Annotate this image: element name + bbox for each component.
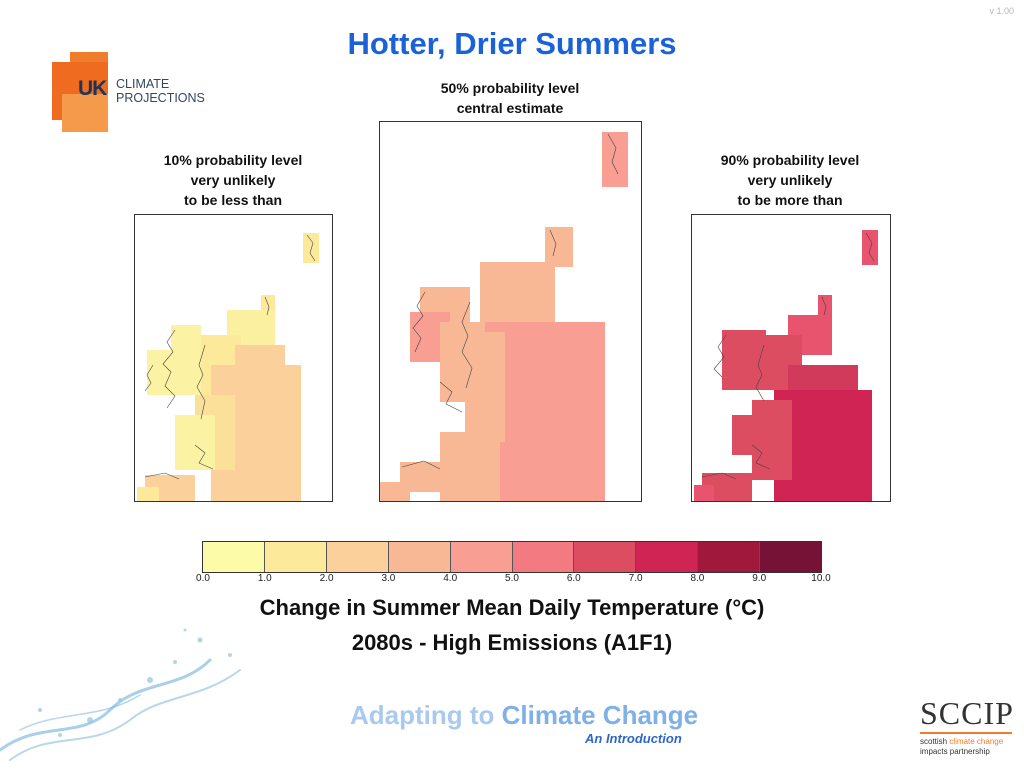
map-caption-line: to be less than [183, 192, 283, 208]
colorbar-tick-label: 4.0 [443, 573, 458, 584]
chart-subtitle-line2: 2080s - High Emissions (A1F1) [351, 630, 673, 655]
version-label: v 1.00 [989, 6, 1014, 16]
colorbar-tick-label: 2.0 [319, 573, 334, 584]
map-caption-90: 90% probability level very unlikely to b… [690, 150, 890, 210]
colorbar-segment [449, 542, 512, 572]
colorbar-tick-label: 8.0 [690, 573, 705, 584]
slide-title: Hotter, Drier Summers [347, 26, 677, 61]
an-introduction-text: An Introduction [585, 731, 682, 746]
map-caption-line: to be more than [737, 192, 843, 208]
colorbar-segment [759, 542, 822, 572]
map-caption-line: 90% probability level [720, 152, 860, 168]
chart-subtitle-line1: Change in Summer Mean Daily Temperature … [259, 595, 765, 620]
sccip-logo: SCCIP scottish climate change impacts pa… [920, 695, 1014, 757]
logo-line1: CLIMATE [116, 77, 170, 91]
map-50-percent [379, 121, 642, 502]
map-caption-10: 10% probability level very unlikely to b… [133, 150, 333, 210]
map-caption-line: very unlikely [747, 172, 833, 188]
sccip-scottish: scottish [920, 737, 948, 746]
colorbar-tick-label: 3.0 [381, 573, 396, 584]
colorbar-segment [203, 542, 264, 572]
sccip-climate-change: climate change [949, 737, 1004, 746]
map-90-percent [691, 214, 891, 502]
adapting-text: Adapting to [350, 700, 495, 730]
colorbar-segment [635, 542, 698, 572]
colorbar-segment [697, 542, 760, 572]
colorbar-tick-label: 6.0 [566, 573, 581, 584]
colorbar-tick-label: 10.0 [811, 573, 831, 584]
sccip-line2: impacts partnership [920, 747, 990, 756]
map-caption-line: 10% probability level [163, 152, 303, 168]
colorbar [202, 541, 822, 573]
map-caption-50: 50% probability level central estimate [380, 78, 640, 118]
climate-change-text: Climate Change [501, 700, 699, 730]
sccip-text: SCCIP [920, 695, 1014, 731]
map-caption-line: 50% probability level [440, 80, 580, 96]
map-10-percent [134, 214, 333, 502]
water-splash-icon [0, 600, 270, 768]
uk-climate-projections-logo: UK CLIMATE PROJECTIONS [52, 52, 222, 138]
colorbar-segment [511, 542, 574, 572]
logo-line2: PROJECTIONS [116, 91, 205, 105]
map-caption-line: central estimate [456, 100, 564, 116]
map-caption-line: very unlikely [190, 172, 276, 188]
colorbar-tick-label: 0.0 [196, 573, 210, 584]
colorbar-segment [325, 542, 388, 572]
adapting-to-climate-change-heading: Adapting to Climate Change [350, 700, 698, 731]
colorbar-segment [263, 542, 326, 572]
colorbar-segment [573, 542, 636, 572]
logo-uk-text: UK [78, 77, 107, 100]
colorbar-tick-label: 9.0 [752, 573, 767, 584]
colorbar-tick-label: 5.0 [505, 573, 519, 584]
colorbar-tick-label: 1.0 [257, 573, 272, 584]
colorbar-segment [387, 542, 450, 572]
colorbar-tick-label: 7.0 [628, 573, 643, 584]
